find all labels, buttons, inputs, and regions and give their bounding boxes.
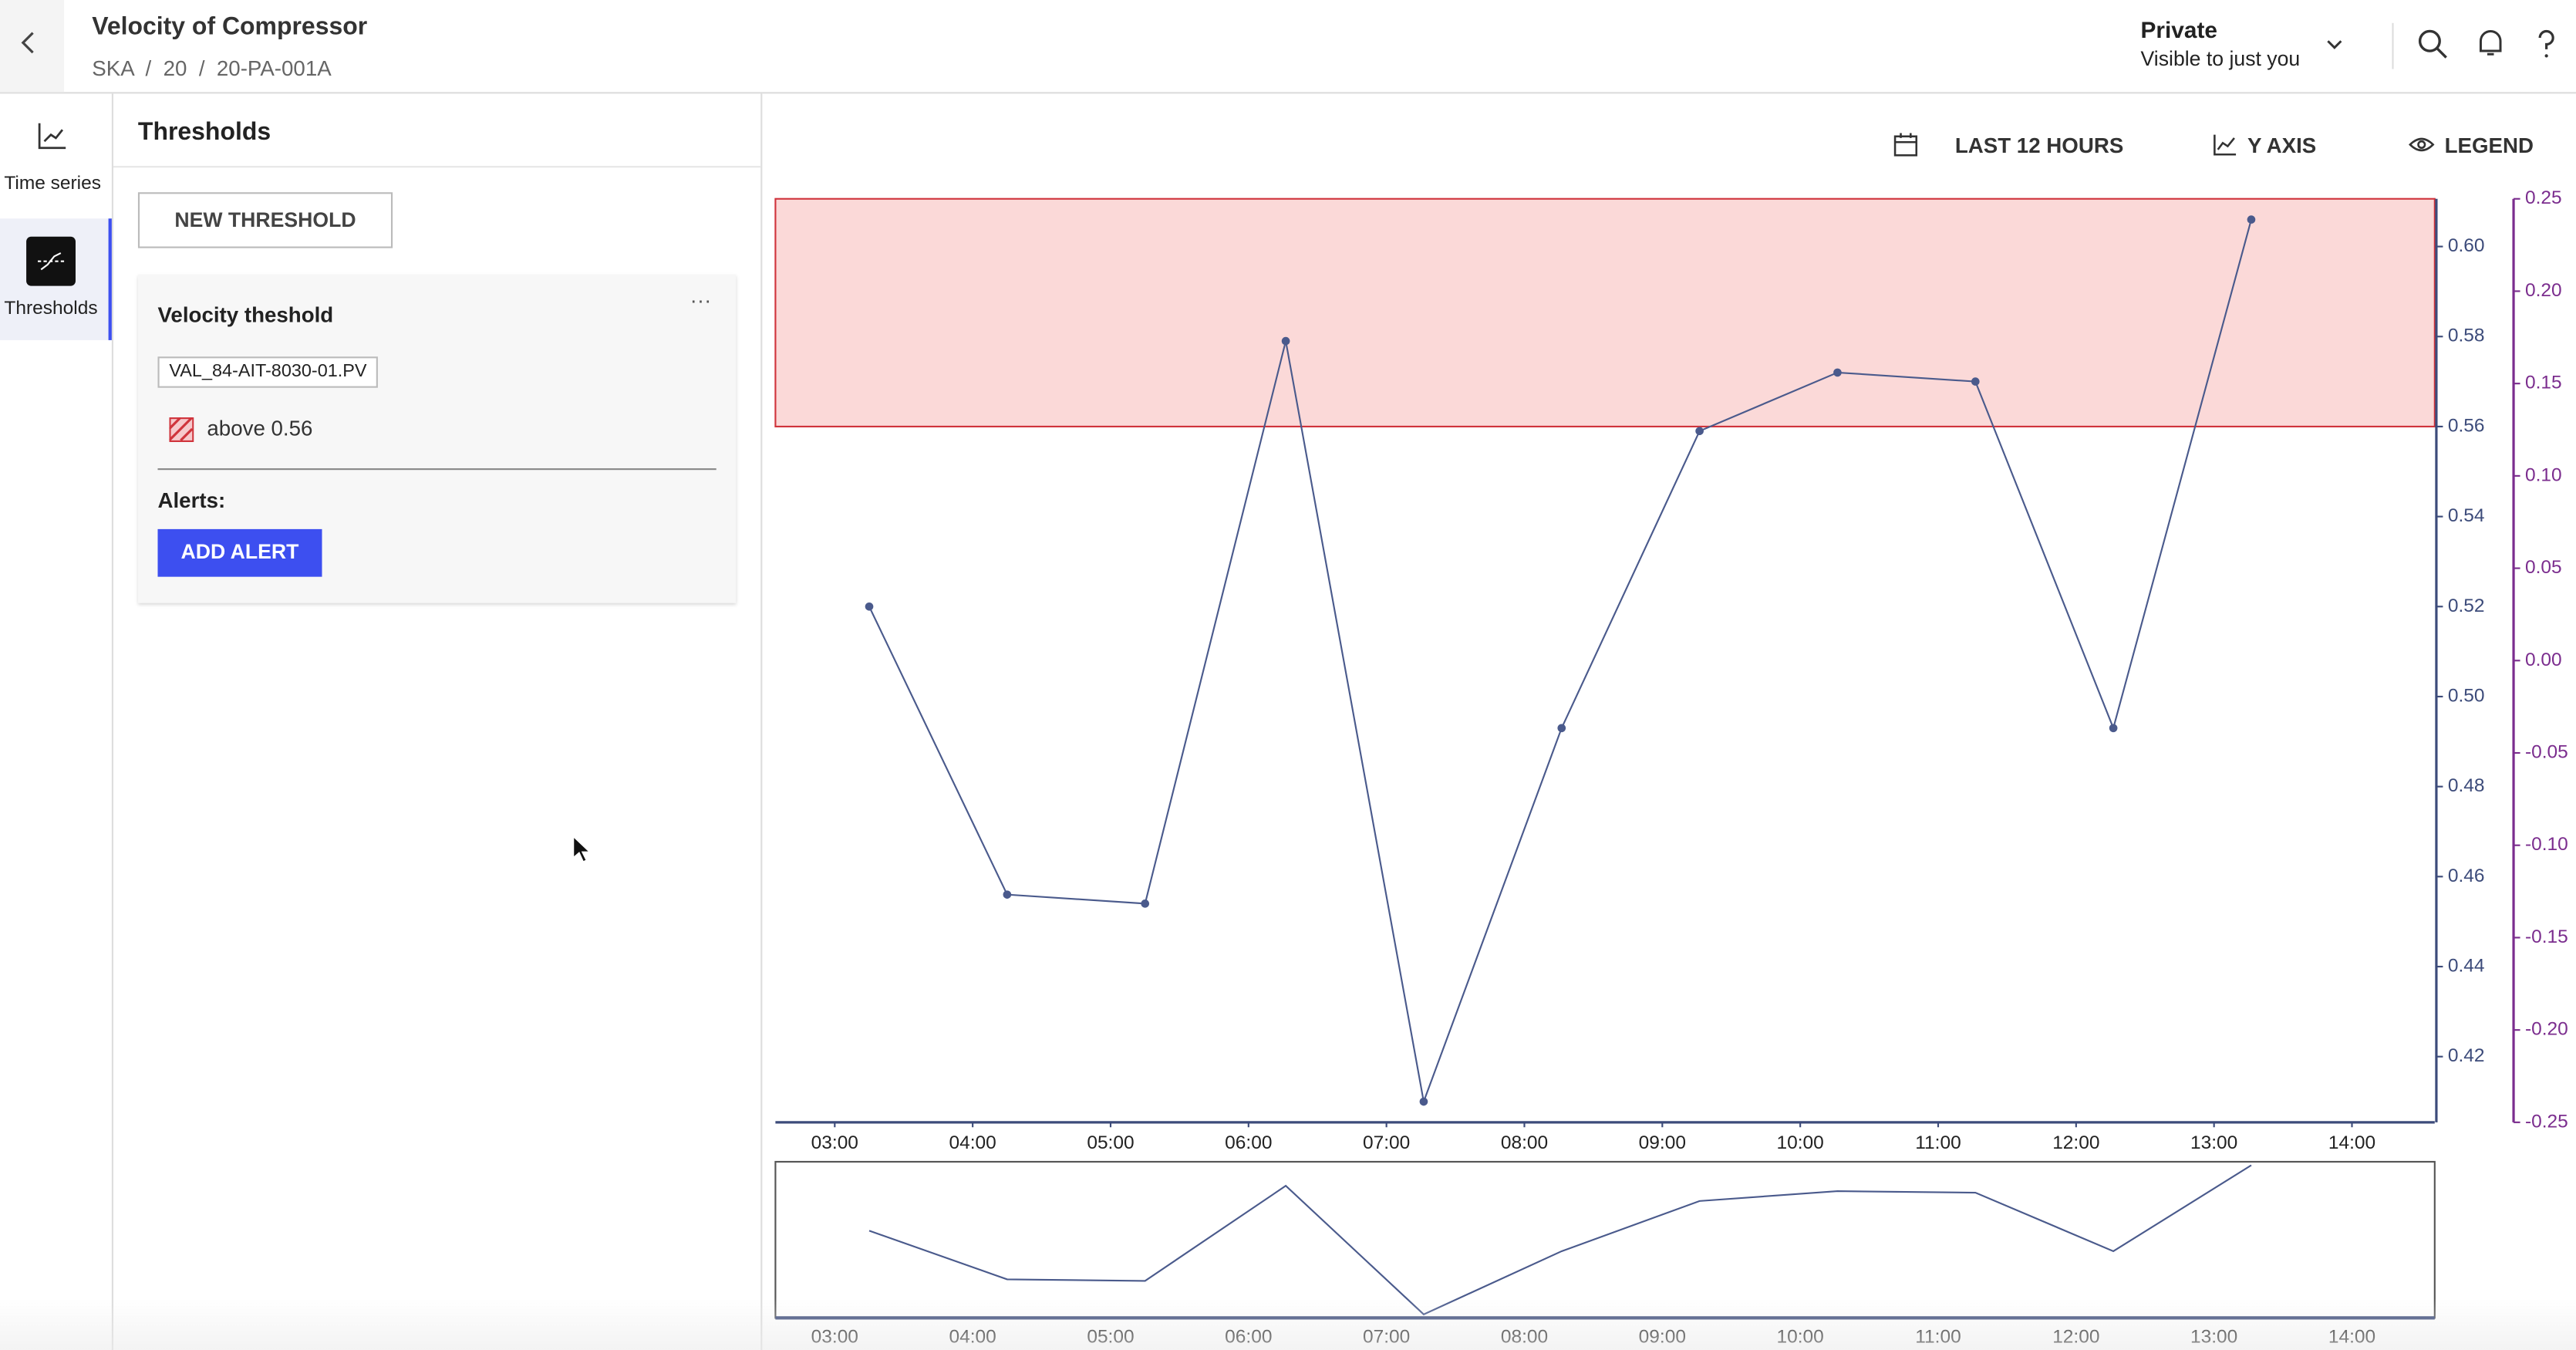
x-tick-label: 12:00 [2052,1132,2099,1153]
x-tick-label: 06:00 [1225,1132,1272,1153]
card-divider [157,468,716,471]
nav-label[interactable]: Time series [4,174,102,194]
more-button[interactable]: ··· [690,287,712,312]
y2-tick-label: -0.05 [2525,741,2568,762]
data-point [1141,899,1150,908]
x-tick-label: 05:00 [1087,1132,1134,1153]
thresholds-glyph [37,252,65,271]
y2-tick-label: -0.10 [2525,834,2568,855]
top-bar: Velocity of Compressor SKA / 20 / 20-PA-… [0,0,2576,94]
thresholds-panel: Thresholds NEW THRESHOLD Velocity thesho… [113,93,763,1350]
y-tick-label: 0.46 [2448,866,2485,886]
data-point [1419,1097,1428,1106]
y-axis-icon [2214,134,2237,156]
calendar-icon [1893,133,1918,157]
threshold-swatch [169,417,194,442]
y-tick-label: 0.56 [2448,415,2485,436]
breadcrumb[interactable]: SKA / 20 / 20-PA-001A [92,56,332,81]
y2-tick-label: 0.10 [2525,464,2562,485]
y-tick-label: 0.50 [2448,685,2485,706]
add-alert-button[interactable]: ADD ALERT [157,528,322,577]
threshold-name: Velocity theshold [157,302,334,327]
threshold-card: Velocity theshold ··· VAL_84-AIT-8030-01… [137,274,737,603]
x-tick-label: 13:00 [2190,1132,2237,1153]
back-button[interactable] [0,0,65,93]
data-point [865,602,874,611]
navigator-line [868,1164,2252,1316]
y2-tick-label: 0.15 [2525,373,2562,393]
eye-icon [2409,137,2435,152]
series-tag: VAL_84-AIT-8030-01.PV [157,356,379,388]
x-tick-label: 09:00 [1639,1132,1686,1153]
back-icon [21,32,34,54]
data-point [1557,724,1566,733]
data-point [1003,890,1012,899]
data-point [1971,377,1980,386]
time-range-button[interactable]: LAST 12 HOURS [1954,133,2124,158]
visibility[interactable]: Private [2140,16,2218,43]
threshold-band [774,197,2436,428]
y2-tick-label: 0.25 [2525,187,2562,208]
x-tick-label: 04:00 [949,1132,996,1153]
search-icon[interactable] [2415,26,2451,62]
nav-label: Thresholds [4,299,98,319]
time-series-icon[interactable] [36,120,69,153]
left-nav: Time series Thresholds [0,93,113,1350]
data-point [2109,724,2118,733]
y2-tick-label: 0.00 [2525,650,2562,670]
y-tick-label: 0.58 [2448,326,2485,346]
y-tick-label: 0.44 [2448,955,2485,976]
x-tick-label: 14:00 [2328,1132,2375,1153]
data-point [1833,368,1842,377]
x-tick-label: 11:00 [1915,1132,1961,1153]
navigator-frame [774,1160,2436,1319]
data-point [1695,427,1704,436]
panel-title: Thresholds [137,118,271,147]
data-point [1281,336,1290,346]
threshold-condition: above 0.56 [207,415,313,440]
y2-tick-label: 0.05 [2525,557,2562,578]
x-tick-label: 07:00 [1363,1132,1410,1153]
y2-tick-label: -0.20 [2525,1019,2568,1040]
x-tick-label: 03:00 [811,1132,858,1153]
bell-icon[interactable] [2474,26,2507,62]
help-icon[interactable] [2530,26,2563,62]
y-axis-button[interactable]: Y AXIS [2247,133,2317,158]
visibility-note: Visible to just you [2140,47,2301,71]
new-threshold-button[interactable]: NEW THRESHOLD [137,192,393,248]
y-tick-label: 0.60 [2448,235,2485,256]
y2-tick-label: 0.20 [2525,280,2562,301]
dropdown-icon[interactable] [2320,29,2349,59]
x-tick-label: 10:00 [1777,1132,1824,1153]
alerts-label: Alerts: [157,488,226,513]
y-tick-label: 0.54 [2448,505,2485,526]
thresholds-icon [26,236,76,286]
y-tick-label: 0.52 [2448,596,2485,616]
divider [2392,22,2394,69]
nav-active[interactable]: Thresholds [0,218,112,340]
x-tick-label: 08:00 [1501,1132,1548,1153]
y-tick-label: 0.42 [2448,1045,2485,1066]
mouse-cursor [572,835,592,863]
y2-tick-label: -0.15 [2525,926,2568,947]
page-title: Velocity of Compressor [92,13,368,42]
y-tick-label: 0.48 [2448,775,2485,796]
panel-divider [113,166,761,168]
data-point [2247,215,2256,224]
legend-button[interactable]: LEGEND [2444,133,2534,158]
y2-tick-label: -0.25 [2525,1111,2568,1132]
bottom-fade [0,1298,2576,1350]
